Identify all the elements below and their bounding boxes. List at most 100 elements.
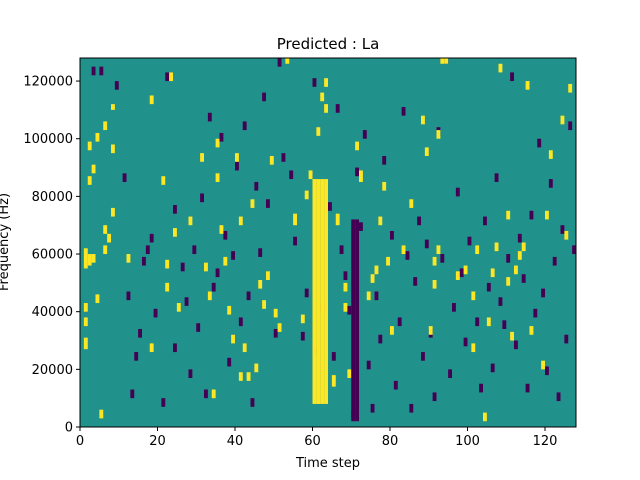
y-tick-label: 100000 xyxy=(23,132,73,147)
heatmap-cell-low xyxy=(266,199,270,208)
heatmap-cell-low xyxy=(134,352,139,361)
heatmap-cell-high xyxy=(204,262,208,272)
heatmap-cell-low xyxy=(556,392,561,402)
heatmap-cell-high xyxy=(355,141,359,151)
heatmap-band-low xyxy=(355,219,359,422)
heatmap-cell-high xyxy=(382,181,387,191)
heatmap-cell-high xyxy=(471,343,476,353)
heatmap-cell-low xyxy=(347,305,352,315)
heatmap-cell-high xyxy=(111,104,115,110)
heatmap-cell-low xyxy=(153,308,158,318)
heatmap-cell-low xyxy=(463,337,468,347)
heatmap-cell-low xyxy=(192,245,197,255)
heatmap-cell-low xyxy=(401,107,406,116)
heatmap-cell-high xyxy=(343,282,348,292)
heatmap-cell-high xyxy=(103,225,108,234)
heatmap-cell-high xyxy=(91,164,96,174)
heatmap-cell-low xyxy=(273,328,278,338)
heatmap-cell-high xyxy=(506,210,511,220)
heatmap-cell-high xyxy=(219,225,224,234)
heatmap-cell-high xyxy=(223,256,228,266)
heatmap-cell-high xyxy=(506,277,511,286)
heatmap-cell-low xyxy=(533,308,538,318)
heatmap-cell-high xyxy=(87,176,92,185)
heatmap-cell-high xyxy=(455,271,460,280)
y-tick-label: 20000 xyxy=(32,363,73,378)
heatmap-cell-high xyxy=(83,317,88,327)
heatmap-cell-high xyxy=(483,412,487,422)
heatmap-cell-low xyxy=(180,262,185,272)
heatmap-cell-low xyxy=(145,245,150,255)
heatmap-cell-low xyxy=(149,233,154,243)
heatmap-cell-low xyxy=(293,236,297,246)
heatmap-band-low xyxy=(351,219,356,422)
heatmap-cell-low xyxy=(331,352,336,361)
heatmap-cell-high xyxy=(440,58,445,64)
x-tick-label: 0 xyxy=(76,434,84,449)
heatmap-cell-high xyxy=(215,173,220,182)
heatmap-cell-low xyxy=(300,331,305,341)
heatmap-cell-low xyxy=(122,173,127,182)
heatmap-cell-low xyxy=(475,317,480,327)
heatmap-band-high xyxy=(312,179,317,404)
heatmap-cell-low xyxy=(521,274,526,283)
heatmap-cell-high xyxy=(401,245,406,255)
heatmap-cell-high xyxy=(231,334,235,344)
heatmap-cell-high xyxy=(359,170,363,182)
heatmap-cell-low xyxy=(343,271,348,280)
heatmap-cell-low xyxy=(393,380,398,390)
heatmap-cell-high xyxy=(103,245,108,255)
heatmap-cell-high xyxy=(254,363,259,373)
heatmap-cell-high xyxy=(421,115,425,125)
heatmap-cell-low xyxy=(281,153,286,162)
heatmap-cell-low xyxy=(114,81,119,90)
heatmap-cell-high xyxy=(568,83,573,93)
heatmap-cell-low xyxy=(564,334,569,344)
heatmap-cell-high xyxy=(87,141,92,151)
heatmap-cell-low xyxy=(277,58,282,67)
heatmap-cell-high xyxy=(331,375,336,387)
heatmap-cell-high xyxy=(277,323,282,332)
heatmap-cell-high xyxy=(91,254,96,263)
heatmap-cell-high xyxy=(378,216,383,226)
heatmap-cell-low xyxy=(374,291,379,301)
heatmap-cell-low xyxy=(223,230,228,240)
heatmap-cell-low xyxy=(238,317,243,327)
heatmap-cell-high xyxy=(409,199,414,208)
heatmap-cell-high xyxy=(510,331,514,341)
y-axis: 0 20000 40000 60000 80000 100000 120000 xyxy=(23,75,80,436)
heatmap-cell-low xyxy=(432,392,437,402)
x-tick-label: 40 xyxy=(227,434,244,449)
heatmap-cell-low xyxy=(506,254,511,263)
heatmap-cell-low xyxy=(537,138,542,148)
heatmap-cell-high xyxy=(99,409,104,419)
heatmap-cell-low xyxy=(568,121,573,131)
heatmap-cell-low xyxy=(382,156,387,165)
heatmap-cell-low xyxy=(413,277,418,286)
heatmap-cell-low xyxy=(417,216,421,226)
heatmap-cell-high xyxy=(514,265,518,275)
heatmap-cell-high xyxy=(564,230,569,240)
y-tick-label: 80000 xyxy=(32,190,73,205)
heatmap-cell-low xyxy=(483,216,487,226)
heatmap-cell-low xyxy=(490,363,495,373)
y-tick-label: 0 xyxy=(65,421,73,436)
heatmap-cell-low xyxy=(219,132,224,142)
heatmap-cell-low xyxy=(188,369,193,378)
heatmap-cell-low xyxy=(514,340,518,350)
heatmap-cell-high xyxy=(258,279,263,289)
heatmap-cell-high xyxy=(83,303,88,312)
heatmap-cell-low xyxy=(173,205,177,214)
heatmap-cell-high xyxy=(428,326,433,335)
heatmap-cell-high xyxy=(126,254,131,263)
heatmap-cell-low xyxy=(405,251,410,260)
heatmap-cell-low xyxy=(235,161,239,171)
heatmap-cell-high xyxy=(285,58,290,64)
heatmap-cell-low xyxy=(397,317,402,327)
heatmap-cell-high xyxy=(494,242,499,252)
heatmap-cell-low xyxy=(548,179,553,188)
heatmap-cell-high xyxy=(266,271,270,280)
heatmap-cell-high xyxy=(188,216,193,226)
heatmap-cell-low xyxy=(99,66,104,76)
heatmap-cell-high xyxy=(103,121,108,131)
